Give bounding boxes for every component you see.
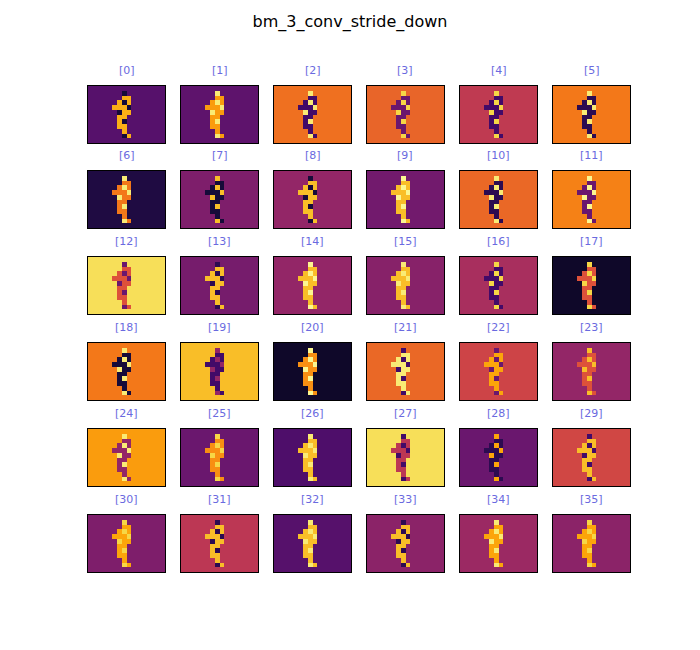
svg-text:[31]: [31] [208,493,231,506]
svg-text:[8]: [8] [305,149,321,162]
svg-text:[6]: [6] [119,149,135,162]
svg-text:[19]: [19] [208,321,231,334]
svg-text:[17]: [17] [580,235,603,248]
svg-text:[5]: [5] [584,64,600,77]
svg-text:[3]: [3] [397,64,413,77]
svg-text:[10]: [10] [487,149,510,162]
svg-text:[32]: [32] [301,493,324,506]
svg-text:[7]: [7] [212,149,228,162]
svg-text:[0]: [0] [119,64,135,77]
svg-text:[9]: [9] [397,149,413,162]
svg-text:[20]: [20] [301,321,324,334]
svg-text:[24]: [24] [115,407,138,420]
svg-text:[30]: [30] [115,493,138,506]
svg-text:[35]: [35] [580,493,603,506]
svg-text:bm_3_conv_stride_down: bm_3_conv_stride_down [253,12,448,32]
svg-text:[29]: [29] [580,407,603,420]
svg-text:[15]: [15] [394,235,417,248]
svg-text:[14]: [14] [301,235,324,248]
svg-text:[34]: [34] [487,493,510,506]
svg-text:[33]: [33] [394,493,417,506]
svg-text:[16]: [16] [487,235,510,248]
svg-text:[26]: [26] [301,407,324,420]
svg-text:[23]: [23] [580,321,603,334]
svg-text:[1]: [1] [212,64,228,77]
svg-text:[18]: [18] [115,321,138,334]
svg-text:[25]: [25] [208,407,231,420]
svg-text:[2]: [2] [305,64,321,77]
svg-text:[27]: [27] [394,407,417,420]
svg-text:[22]: [22] [487,321,510,334]
svg-text:[28]: [28] [487,407,510,420]
svg-text:[13]: [13] [208,235,231,248]
svg-text:[12]: [12] [115,235,138,248]
svg-text:[11]: [11] [580,149,603,162]
svg-text:[4]: [4] [491,64,507,77]
svg-text:[21]: [21] [394,321,417,334]
